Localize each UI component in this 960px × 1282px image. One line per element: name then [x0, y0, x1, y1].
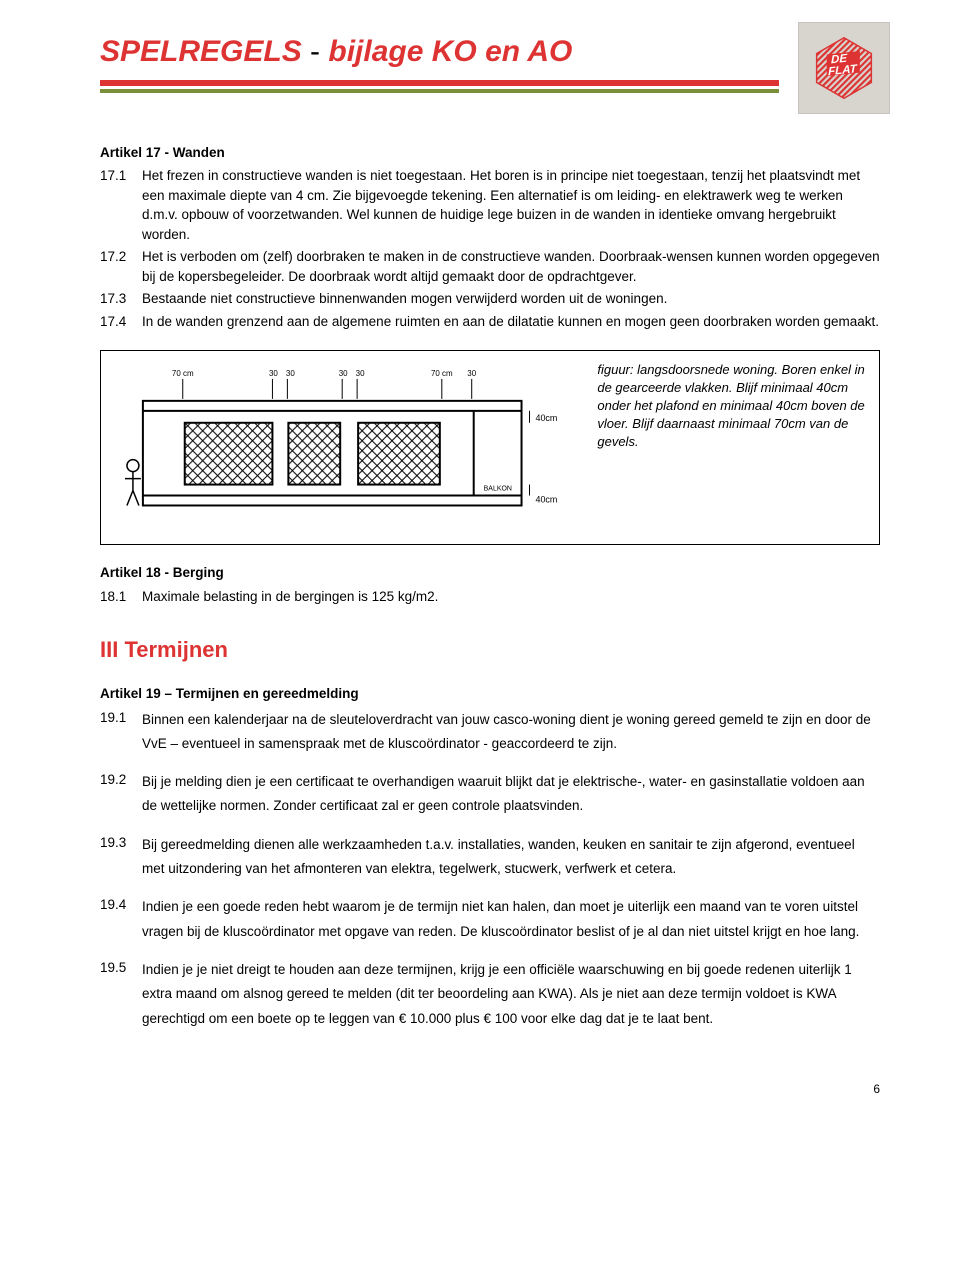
article-19-clause: 19.3Bij gereedmelding dienen alle werkza…	[100, 833, 880, 882]
article-17: Artikel 17 - Wanden 17.1Het frezen in co…	[100, 143, 880, 332]
article-18-heading: Artikel 18 - Berging	[100, 563, 880, 583]
svg-text:BALKON: BALKON	[484, 485, 512, 492]
article-19-clause: 19.2Bij je melding dien je een certifica…	[100, 770, 880, 819]
logo-de-flat: DE FLAT	[798, 22, 890, 114]
clause-number: 18.1	[100, 587, 142, 607]
article-19-heading: Artikel 19 – Termijnen en gereedmelding	[100, 684, 880, 704]
clause-number: 17.3	[100, 289, 142, 309]
clause-text: Bij je melding dien je een certificaat t…	[142, 770, 880, 819]
clause-number: 19.1	[100, 708, 142, 757]
article-19: Artikel 19 – Termijnen en gereedmelding …	[100, 684, 880, 1031]
svg-text:30: 30	[467, 369, 476, 378]
article-18-clause: 18.1Maximale belasting in de bergingen i…	[100, 587, 880, 607]
title-main: SPELREGELS	[100, 35, 302, 68]
clause-text: Maximale belasting in de bergingen is 12…	[142, 587, 880, 607]
clause-text: Bij gereedmelding dienen alle werkzaamhe…	[142, 833, 880, 882]
clause-text: Binnen een kalenderjaar na de sleutelove…	[142, 708, 880, 757]
article-19-clause: 19.5Indien je je niet dreigt te houden a…	[100, 958, 880, 1031]
clause-number: 17.2	[100, 247, 142, 286]
clause-number: 19.4	[100, 895, 142, 944]
clause-text: Indien je je niet dreigt te houden aan d…	[142, 958, 880, 1031]
page-title: SPELREGELS - bijlage KO en AO	[100, 30, 880, 74]
header-green-bar	[100, 89, 779, 93]
svg-text:30: 30	[339, 369, 348, 378]
figure-section-diagram: 70 cm 30 30 30 30 70 cm 30	[100, 350, 880, 545]
clause-text: Het is verboden om (zelf) doorbraken te …	[142, 247, 880, 286]
clause-number: 19.2	[100, 770, 142, 819]
page-header: SPELREGELS - bijlage KO en AO DE FLAT	[100, 30, 880, 93]
svg-text:70 cm: 70 cm	[431, 369, 453, 378]
svg-text:30: 30	[269, 369, 278, 378]
clause-text: In de wanden grenzend aan de algemene ru…	[142, 312, 880, 332]
clause-number: 19.3	[100, 833, 142, 882]
svg-text:30: 30	[286, 369, 295, 378]
header-red-bar	[100, 80, 779, 86]
clause-text: Bestaande niet constructieve binnenwande…	[142, 289, 880, 309]
svg-text:40cm: 40cm	[535, 494, 557, 504]
article-17-heading: Artikel 17 - Wanden	[100, 143, 880, 163]
article-17-clause: 17.2Het is verboden om (zelf) doorbraken…	[100, 247, 880, 286]
clause-number: 17.1	[100, 166, 142, 244]
page-number: 6	[100, 1081, 880, 1098]
figure-drawing: 70 cm 30 30 30 30 70 cm 30	[101, 351, 583, 544]
clause-number: 19.5	[100, 958, 142, 1031]
article-17-clause: 17.1Het frezen in constructieve wanden i…	[100, 166, 880, 244]
figure-caption: figuur: langsdoorsnede woning. Boren enk…	[583, 351, 879, 544]
clause-text: Het frezen in constructieve wanden is ni…	[142, 166, 880, 244]
title-dash: -	[302, 35, 329, 68]
title-sub: bijlage KO en AO	[328, 35, 572, 68]
svg-text:40cm: 40cm	[535, 412, 557, 422]
clause-text: Indien je een goede reden hebt waarom je…	[142, 895, 880, 944]
article-19-clause: 19.4Indien je een goede reden hebt waaro…	[100, 895, 880, 944]
clause-number: 17.4	[100, 312, 142, 332]
article-18: Artikel 18 - Berging 18.1Maximale belast…	[100, 563, 880, 606]
article-17-clause: 17.4In de wanden grenzend aan de algemen…	[100, 312, 880, 332]
svg-text:70 cm: 70 cm	[172, 369, 194, 378]
article-19-clause: 19.1Binnen een kalenderjaar na de sleute…	[100, 708, 880, 757]
svg-text:30: 30	[356, 369, 365, 378]
article-17-clause: 17.3Bestaande niet constructieve binnenw…	[100, 289, 880, 309]
section-3-heading: III Termijnen	[100, 634, 880, 666]
